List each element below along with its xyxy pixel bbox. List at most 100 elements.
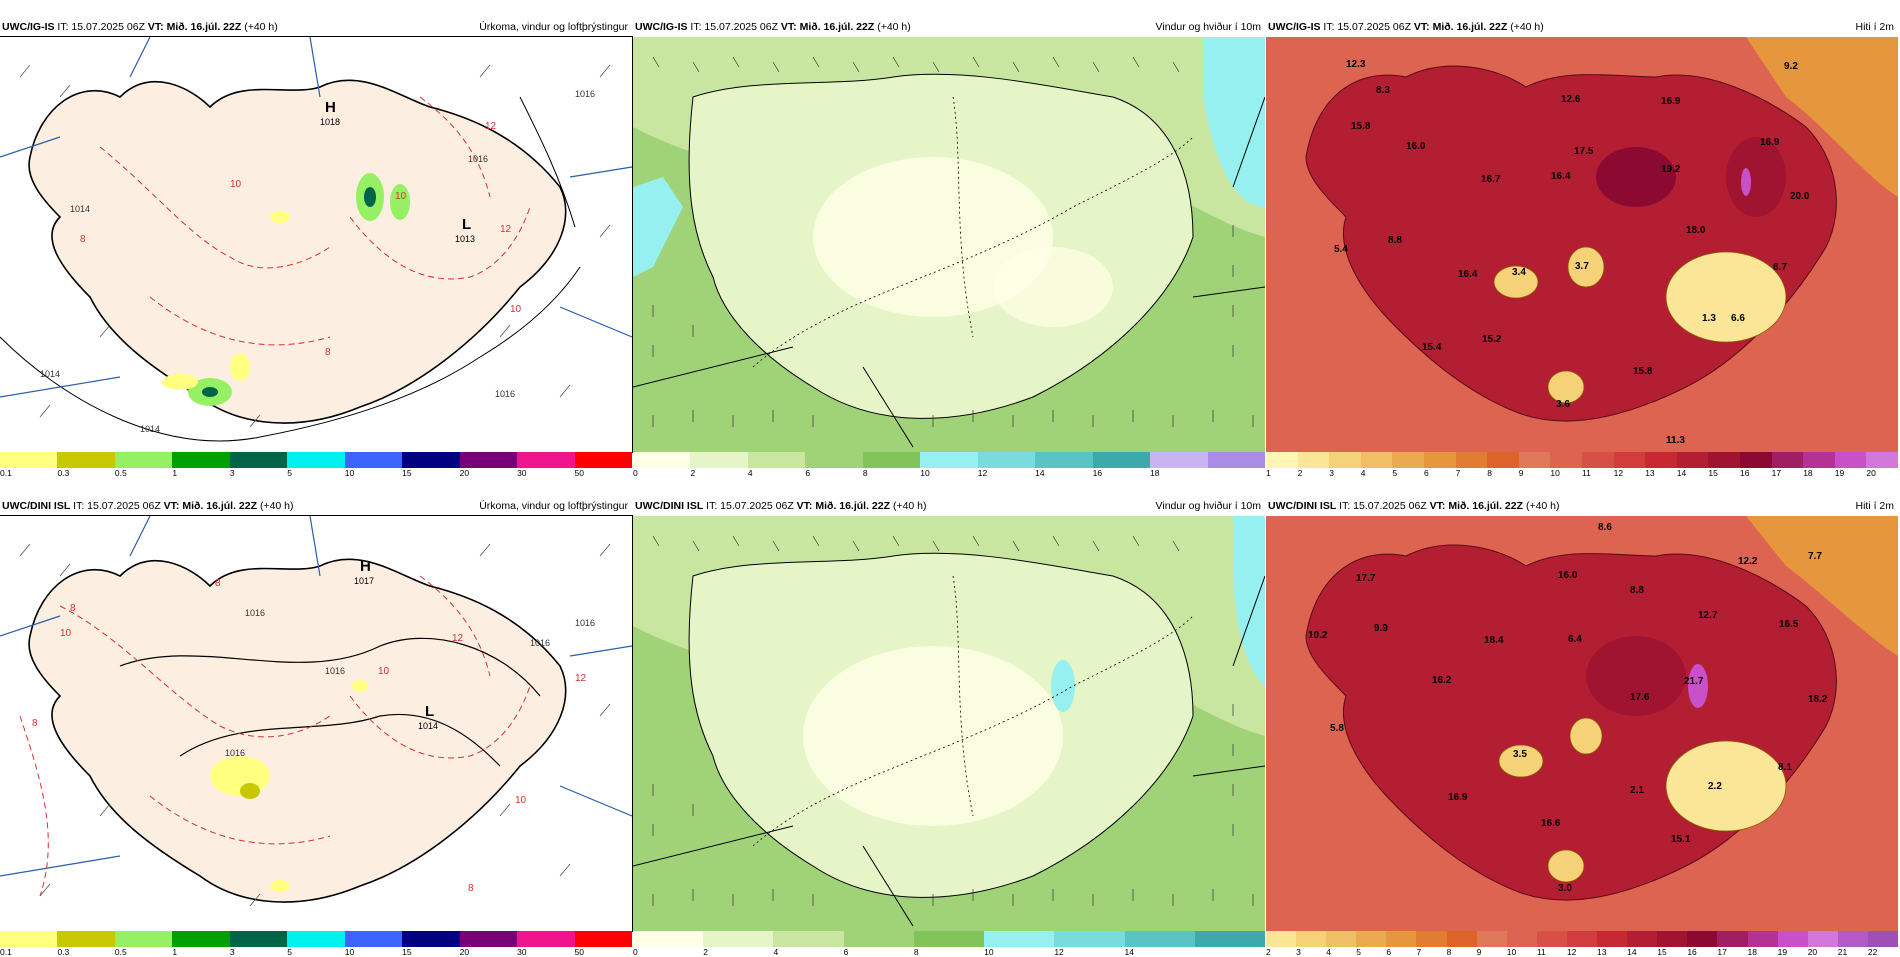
temp-label: 15.8 (1351, 121, 1371, 132)
wind-map (633, 516, 1265, 931)
legend-swatch (114, 931, 173, 947)
init-time: IT: 15.07.2025 06Z (1339, 500, 1427, 512)
panel-title: Vindur og hviður í 10m (1155, 21, 1261, 33)
isotherm-label: 10 (378, 666, 390, 677)
legend-tick-label: 20 (459, 468, 470, 478)
legend-tick-label: 21 (1837, 947, 1848, 957)
legend-swatch (459, 931, 518, 947)
legend-tick-label: 3 (1296, 947, 1301, 957)
isobar-label: 1014 (70, 204, 90, 214)
lead-time: (+40 h) (244, 21, 278, 33)
valid-label: VT: (147, 21, 164, 33)
pressure-high-value: 1018 (320, 117, 340, 127)
panel-r2-temp: UWC/DINI ISL IT: 15.07.2025 06Z VT: Mið.… (1266, 497, 1898, 957)
legend-swatch (1329, 452, 1361, 468)
wind-legend: 0 2 4 6 8 10 12 14 16 18 (633, 452, 1265, 478)
isotherm-label: 8 (32, 718, 38, 729)
isobar-label: 1014 (40, 369, 60, 379)
legend-tick-label: 50 (574, 468, 584, 478)
temp-label: 16.7 (1481, 174, 1501, 185)
legend-tick-label: 2 (1266, 947, 1271, 957)
legend-tick-label: 0.3 (57, 947, 70, 957)
legend-tick-label: 4 (1326, 947, 1331, 957)
pressure-high-label: H (360, 558, 371, 575)
legend-tick-label: 0 (633, 947, 638, 957)
temp-label: 11.3 (1666, 435, 1685, 446)
temp-label: 15.4 (1422, 342, 1442, 353)
temp-label: 16.0 (1406, 141, 1426, 152)
legend-tick-label: 1 (172, 468, 178, 478)
init-time: IT: 15.07.2025 06Z (73, 500, 161, 512)
legend-tick-label: 5 (287, 468, 292, 478)
legend-swatch (805, 452, 863, 468)
legend-swatch (773, 931, 844, 947)
legend-tick-label: 19 (1834, 468, 1845, 478)
temp-label: 6.6 (1731, 313, 1745, 324)
isobar-label: 1016 (530, 638, 550, 648)
temperature-map: 8.6 17.7 16.0 12.2 7.7 8.8 10.2 9.9 12.7… (1266, 516, 1898, 931)
isobar-label: 1016 (468, 154, 488, 164)
legend-tick-label: 10 (344, 468, 355, 478)
legend-swatch (1207, 452, 1265, 468)
legend-swatch (229, 931, 288, 947)
valid-label: VT: (1429, 500, 1446, 512)
legend-tick-label: 9 (1476, 947, 1482, 957)
legend-swatch (913, 931, 985, 947)
legend-swatch (1627, 931, 1658, 947)
panel-header: UWC/IG-IS IT: 15.07.2025 06Z VT: Mið. 16… (633, 18, 1265, 36)
legend-swatch (1834, 452, 1867, 468)
legend-tick-label: 1 (1266, 468, 1271, 478)
legend-tick-label: 20 (1866, 468, 1876, 478)
panel-r1-wind: UWC/IG-IS IT: 15.07.2025 06Z VT: Mið. 16… (633, 18, 1265, 478)
legend-swatch (1550, 452, 1582, 468)
legend-tick-label: 6 (843, 947, 849, 957)
lead-time: (+40 h) (892, 500, 927, 512)
legend-swatch (1518, 452, 1551, 468)
model-name: UWC/IG-IS (635, 21, 688, 33)
isobar-label: 1016 (495, 389, 515, 399)
legend-tick-label: 10 (920, 468, 930, 478)
legend-tick-label: 18 (1150, 468, 1160, 478)
temp-label: 3.6 (1556, 399, 1570, 410)
model-name: UWC/DINI ISL (2, 500, 71, 512)
legend-swatch (1807, 931, 1838, 947)
legend-tick-label: 22 (1867, 947, 1878, 957)
legend-swatch (229, 452, 288, 468)
legend-swatch (1476, 931, 1507, 947)
legend-tick-label: 7 (1455, 468, 1461, 478)
pressure-high-value: 1017 (354, 576, 374, 586)
legend-tick-label: 12 (1613, 468, 1624, 478)
temperature-map: 12.3 8.3 15.8 16.0 12.6 16.9 9.2 16.9 16… (1266, 37, 1898, 452)
legend-tick-label: 16 (1092, 468, 1103, 478)
precip-map: H 1018 L 1013 1014 1016 1016 1014 1016 1… (0, 36, 633, 453)
pressure-high-label: H (325, 99, 336, 116)
legend-swatch (0, 931, 58, 947)
lead-time: (+40 h) (259, 500, 294, 512)
legend-swatch (517, 452, 575, 468)
isotherm-label: 12 (500, 224, 512, 235)
isotherm-label: 8 (325, 347, 331, 358)
temp-label: 6.4 (1568, 634, 1582, 645)
legend-swatch (1803, 452, 1835, 468)
legend-swatch (1446, 931, 1477, 947)
temp-label: 16.5 (1779, 619, 1799, 630)
temp-label: 6.7 (1773, 262, 1787, 273)
temp-label: 17.5 (1574, 146, 1594, 157)
legend-tick-label: 0.1 (0, 947, 12, 957)
temp-label: 16.2 (1432, 675, 1452, 686)
temp-label: 16.9 (1760, 137, 1780, 148)
legend-tick-label: 3 (229, 468, 235, 478)
panel-title: Úrkoma, vindur og loftþrýstingur (479, 21, 628, 33)
legend-tick-label: 15 (1657, 947, 1667, 957)
precip-map: H 1017 L 1014 1016 1016 1016 1016 1016 1… (0, 515, 633, 932)
temp-label: 16.0 (1558, 570, 1578, 581)
legend-tick-label: 16 (1687, 947, 1697, 957)
legend-swatch (1092, 452, 1151, 468)
legend-swatch (703, 931, 774, 947)
model-name: UWC/IG-IS (1268, 21, 1321, 33)
valid-label: VT: (1413, 21, 1430, 33)
isotherm-label: 10 (230, 179, 242, 190)
valid-label: VT: (796, 500, 813, 512)
legend-tick-label: 1 (172, 947, 178, 957)
legend-swatch (1194, 931, 1265, 947)
